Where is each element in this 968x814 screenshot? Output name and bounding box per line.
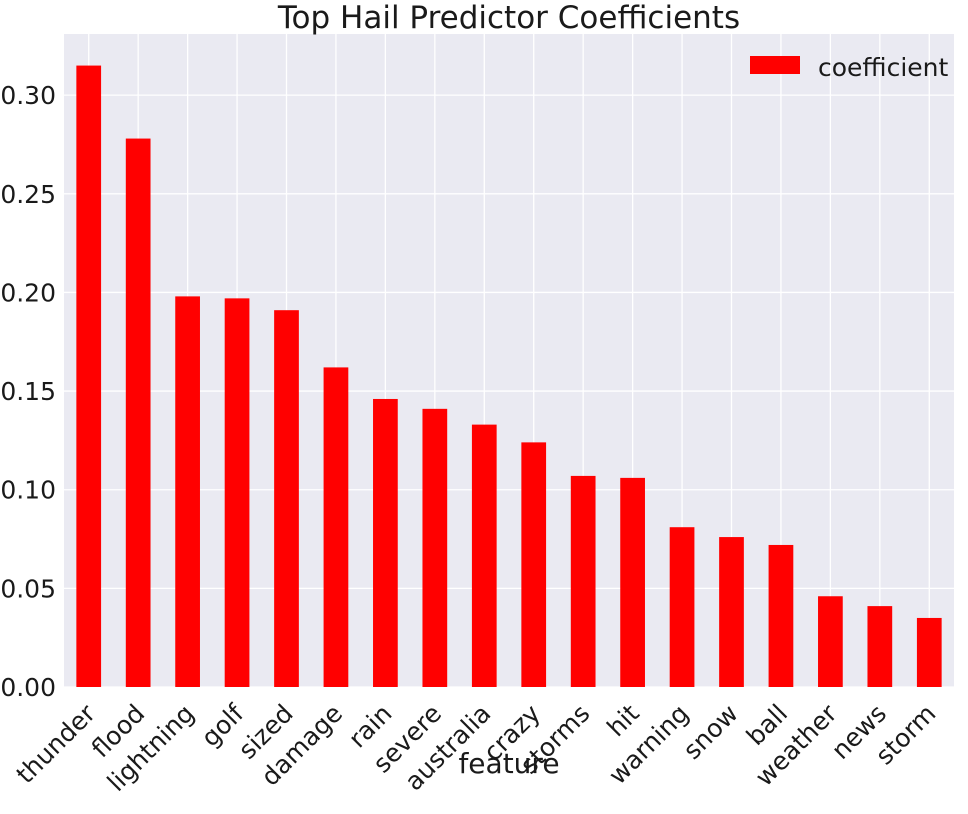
bar-golf (224, 298, 250, 687)
legend: coefficient (750, 53, 949, 82)
bar-thunder (76, 65, 102, 688)
y-tick-label: 0.00 (0, 673, 56, 702)
bar-snow (719, 537, 744, 687)
bar-australia (471, 424, 497, 687)
bars (76, 65, 942, 688)
bar-ball (768, 544, 794, 687)
bar-storm (916, 617, 942, 687)
bar-lightning (175, 296, 200, 687)
bar-hit (620, 477, 645, 687)
y-axis-ticks: 0.00 0.05 0.10 0.15 0.20 0.25 0.30 (0, 81, 56, 702)
bar-warning (669, 527, 695, 687)
y-tick-label: 0.15 (0, 377, 56, 406)
bar-severe (422, 408, 448, 687)
bar-crazy (521, 442, 547, 687)
bar-rain (373, 398, 398, 687)
bar-news (867, 606, 893, 687)
bar-damage (323, 367, 349, 687)
x-tick-label: snow (678, 699, 744, 765)
bar-flood (125, 138, 151, 688)
y-tick-label: 0.05 (0, 574, 56, 603)
y-tick-label: 0.10 (0, 476, 56, 505)
legend-swatch (750, 56, 800, 74)
y-tick-label: 0.30 (0, 81, 56, 110)
plot-background (64, 34, 954, 687)
y-tick-label: 0.20 (0, 278, 56, 307)
chart-title: Top Hail Predictor Coefficients (277, 0, 740, 36)
legend-label: coefficient (818, 53, 949, 82)
x-axis-label: feature (458, 747, 559, 780)
bar-weather (818, 596, 843, 687)
y-tick-label: 0.25 (0, 180, 56, 209)
bar-storms (570, 475, 596, 687)
bar-sized (274, 310, 299, 687)
